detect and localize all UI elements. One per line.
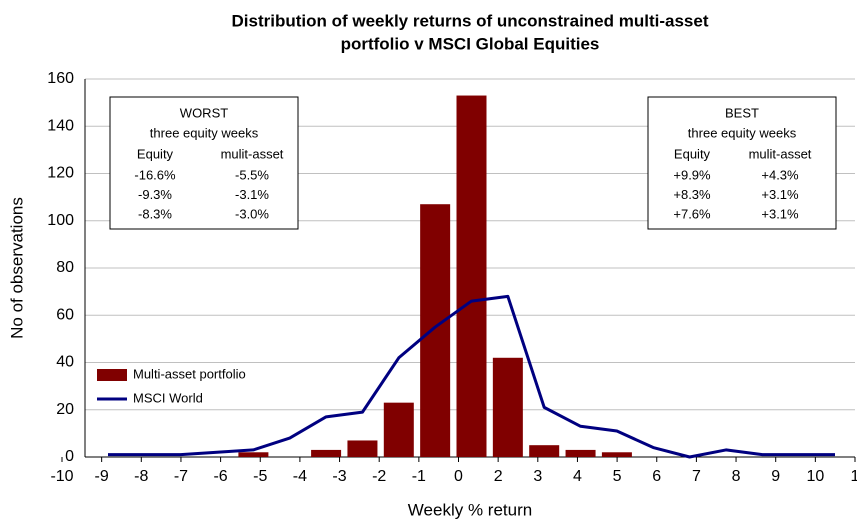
legend-label: Multi-asset portfolio <box>133 366 246 381</box>
bar <box>456 95 487 457</box>
annotation-column: mulit-asset <box>749 146 812 161</box>
annotation-box <box>647 96 837 230</box>
x-tick-label: -5 <box>253 468 267 485</box>
x-tick-label: -9 <box>95 468 109 485</box>
x-tick-label: 8 <box>732 468 741 485</box>
annotation-title: BEST <box>725 105 759 120</box>
x-axis-label: Weekly % return <box>408 500 532 519</box>
x-tick-label: 0 <box>454 468 463 485</box>
annotation-column: mulit-asset <box>221 146 284 161</box>
annotation-subtitle: three equity weeks <box>688 125 797 140</box>
x-tick-label: 9 <box>771 468 780 485</box>
y-tick-label: 60 <box>56 306 74 323</box>
x-tick-label: 10 <box>806 468 824 485</box>
annotation-cell: +9.9% <box>673 167 711 182</box>
bar <box>601 452 632 457</box>
annotation-cell: -3.0% <box>235 206 269 221</box>
y-tick-label: 100 <box>47 212 74 229</box>
annotation-cell: -8.3% <box>138 206 172 221</box>
y-tick-label: 160 <box>47 70 74 87</box>
x-tick-label: -1 <box>412 468 426 485</box>
annotation-subtitle: three equity weeks <box>150 125 259 140</box>
bar <box>529 445 560 457</box>
annotation-box <box>109 96 299 230</box>
x-tick-label: 5 <box>613 468 622 485</box>
x-tick-label: -10 <box>50 468 73 485</box>
bar <box>383 402 414 457</box>
y-axis-label: No of observations <box>7 197 26 339</box>
x-tick-label: -8 <box>134 468 148 485</box>
bar <box>565 449 596 457</box>
y-tick-label: 40 <box>56 354 74 371</box>
x-tick-label: 1 <box>851 468 857 485</box>
annotation-cell: +4.3% <box>761 167 799 182</box>
bar <box>347 440 378 457</box>
legend-label: MSCI World <box>133 390 203 405</box>
x-tick-label: -6 <box>213 468 227 485</box>
legend-swatch <box>97 369 127 381</box>
bar <box>492 357 523 457</box>
annotation-cell: -3.1% <box>235 187 269 202</box>
y-tick-label: 20 <box>56 401 74 418</box>
y-tick-label: 120 <box>47 165 74 182</box>
annotation-cell: +8.3% <box>673 187 711 202</box>
annotation-cell: -5.5% <box>235 167 269 182</box>
annotation-cell: -16.6% <box>134 167 176 182</box>
y-tick-label: 0 <box>65 448 74 465</box>
annotation-cell: +3.1% <box>761 187 799 202</box>
x-tick-label: -2 <box>372 468 386 485</box>
x-tick-label: -7 <box>174 468 188 485</box>
bar <box>420 204 451 457</box>
y-tick-label: 140 <box>47 117 74 134</box>
annotation-cell: +7.6% <box>673 206 711 221</box>
x-tick-label: -4 <box>293 468 307 485</box>
x-tick-label: 7 <box>692 468 701 485</box>
bar <box>311 449 342 457</box>
x-tick-label: 4 <box>573 468 582 485</box>
chart-title: portfolio v MSCI Global Equities <box>341 34 600 53</box>
annotation-column: Equity <box>674 146 711 161</box>
annotation-title: WORST <box>180 105 228 120</box>
x-tick-label: 6 <box>652 468 661 485</box>
bar <box>238 452 269 457</box>
annotation-cell: +3.1% <box>761 206 799 221</box>
x-tick-label: -3 <box>332 468 346 485</box>
line <box>108 294 835 459</box>
annotation-column: Equity <box>137 146 174 161</box>
chart-title: Distribution of weekly returns of uncons… <box>231 11 708 30</box>
y-tick-label: 80 <box>56 259 74 276</box>
annotation-cell: -9.3% <box>138 187 172 202</box>
x-tick-label: 3 <box>533 468 542 485</box>
x-tick-label: 2 <box>494 468 503 485</box>
